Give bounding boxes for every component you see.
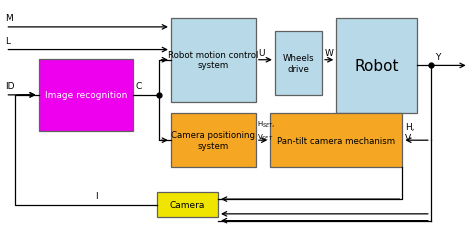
FancyBboxPatch shape [336,19,417,114]
FancyBboxPatch shape [275,32,322,95]
Text: M: M [5,14,13,23]
Text: V: V [405,134,411,143]
Text: C: C [136,82,142,91]
Text: I: I [95,191,98,200]
Text: W: W [324,49,333,58]
FancyBboxPatch shape [270,114,402,168]
Text: Camera positioning
system: Camera positioning system [172,131,255,150]
Text: Robot motion control
system: Robot motion control system [168,51,258,70]
Text: U: U [258,49,265,58]
Text: H$_{SET}$,: H$_{SET}$, [257,119,275,129]
FancyBboxPatch shape [38,59,133,132]
Text: Pan-tilt camera mechanism: Pan-tilt camera mechanism [277,136,395,145]
Text: H,: H, [405,123,414,132]
Text: Image recognition: Image recognition [45,91,127,100]
FancyBboxPatch shape [156,192,218,217]
Text: ID: ID [5,82,15,91]
Text: V$_{SET}$: V$_{SET}$ [257,133,273,143]
Text: Wheels
drive: Wheels drive [283,54,314,74]
Text: Robot: Robot [354,59,399,74]
Text: Camera: Camera [170,200,205,209]
Text: Y: Y [436,53,441,62]
Text: L: L [5,37,10,46]
FancyBboxPatch shape [171,114,256,168]
FancyBboxPatch shape [171,19,256,102]
